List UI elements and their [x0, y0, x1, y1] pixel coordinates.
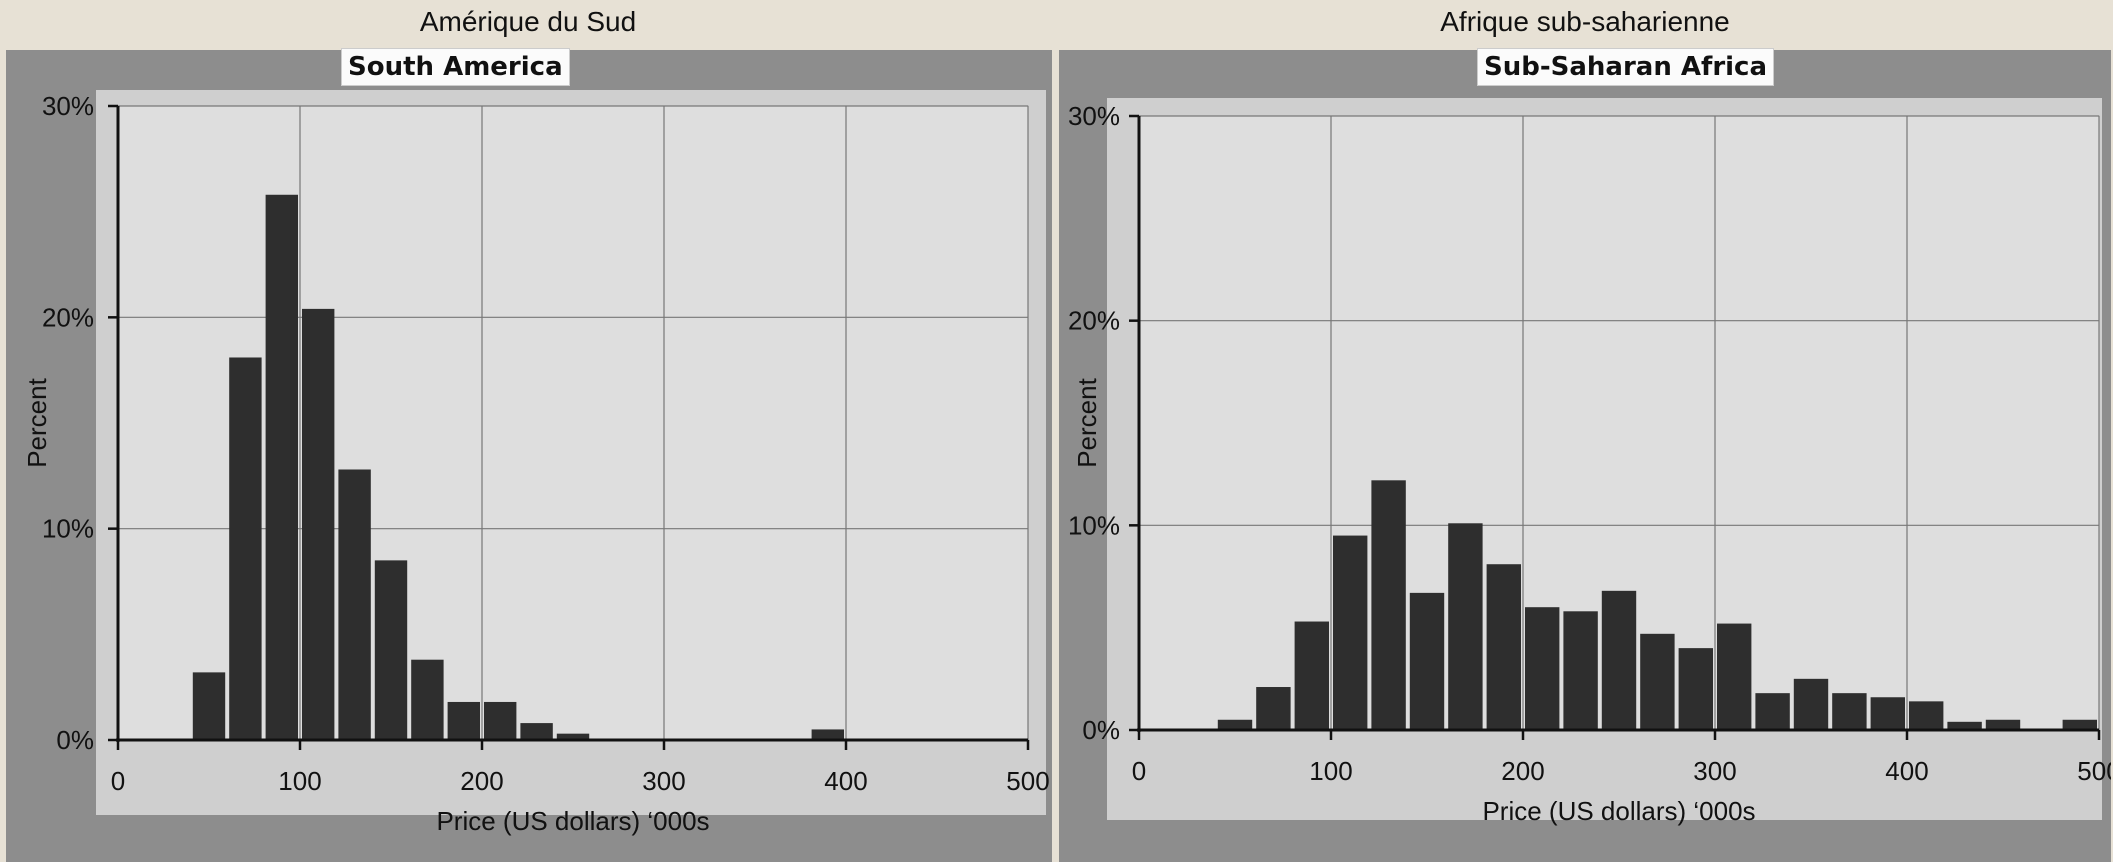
histogram-bar [1985, 719, 2021, 730]
histogram-bar [811, 729, 844, 740]
histogram-bar [1256, 687, 1291, 730]
histogram-bar [1832, 693, 1867, 730]
histogram-bar [1947, 721, 1982, 730]
histogram-bar [484, 701, 517, 740]
y-tick-label: 0% [1082, 715, 1120, 745]
histogram-bar [1909, 701, 1944, 730]
x-axis-label: Price (US dollars) ‘000s [1482, 796, 1755, 826]
y-tick-label: 10% [1068, 510, 1120, 540]
histogram-bar [1870, 697, 1905, 730]
x-tick-label: 100 [278, 766, 321, 796]
x-tick-label: 500 [2077, 756, 2111, 786]
histogram-bar [1409, 592, 1445, 730]
histogram-bar [1793, 678, 1829, 730]
y-tick-label: 30% [1068, 101, 1120, 131]
histogram-bar [556, 733, 590, 740]
x-tick-label: 200 [460, 766, 503, 796]
y-tick-label: 20% [1068, 306, 1120, 336]
y-tick-label: 0% [56, 725, 94, 755]
panel-caption: Afrique sub-saharienne [1440, 6, 1730, 37]
histogram-bar [1333, 535, 1368, 730]
y-axis-label: Percent [1072, 377, 1102, 467]
histogram-bar [520, 723, 553, 740]
histogram-bar [265, 194, 298, 740]
histogram-bar [2062, 719, 2097, 730]
x-tick-label: 400 [1885, 756, 1928, 786]
histogram-south-america: 0% 10% 20% 30% 0 100 200 300 400 500 Percent Price … [22, 90, 1050, 836]
x-tick-label: 0 [1132, 756, 1146, 786]
x-tick-label: 400 [824, 766, 867, 796]
histogram-bar [1678, 648, 1713, 730]
chart-photo: 0% 10% 20% 30% 0 100 200 300 400 500 Percent Price … [6, 48, 1052, 862]
x-tick-label: 100 [1309, 756, 1352, 786]
y-axis-label: Percent [22, 377, 52, 467]
histogram-bar [1448, 523, 1483, 730]
chart-photo: 0% 10% 20% 30% 0 100 200 300 400 500 Percent Price … [1059, 48, 2111, 862]
histogram-bar [338, 469, 371, 740]
histogram-bar [374, 560, 408, 740]
histogram-bar [1486, 564, 1521, 730]
panel-sub-saharan-africa: Afrique sub-saharienne 0% 10% 20% 30% 0 100 20… [1057, 0, 2113, 862]
histogram-bar [192, 672, 226, 740]
x-tick-label: 500 [1006, 766, 1049, 796]
histogram-bar [1563, 611, 1598, 730]
histogram-bar [302, 308, 335, 740]
x-tick-label: 200 [1501, 756, 1544, 786]
x-tick-label: 0 [111, 766, 125, 796]
chart-title: South America [341, 48, 570, 86]
panel-south-america: Amérique du Sud 0% 10% 20% 30% 0 100 200 300 400… [0, 0, 1056, 862]
histogram-bar [229, 357, 262, 740]
x-axis-label: Price (US dollars) ‘000s [436, 806, 709, 836]
x-tick-label: 300 [642, 766, 685, 796]
y-tick-label: 10% [42, 514, 94, 544]
chart-title: Sub-Saharan Africa [1477, 48, 1775, 86]
y-tick-label: 20% [42, 302, 94, 332]
x-tick-label: 300 [1693, 756, 1736, 786]
histogram-bar [447, 701, 480, 740]
histogram-bar [1217, 719, 1253, 730]
panel-caption: Amérique du Sud [419, 6, 637, 37]
histogram-bar [1371, 480, 1406, 730]
histogram-bar [411, 659, 444, 740]
histogram-bar [1294, 621, 1329, 730]
histogram-bar [1755, 693, 1790, 730]
histogram-bar [1640, 633, 1675, 730]
histogram-bar [1601, 590, 1637, 730]
y-tick-label: 30% [42, 91, 94, 121]
histogram-bar [1717, 623, 1752, 730]
histogram-sub-saharan-africa: 0% 10% 20% 30% 0 100 200 300 400 500 Percent Price … [1068, 98, 2111, 826]
histogram-bar [1525, 607, 1560, 730]
